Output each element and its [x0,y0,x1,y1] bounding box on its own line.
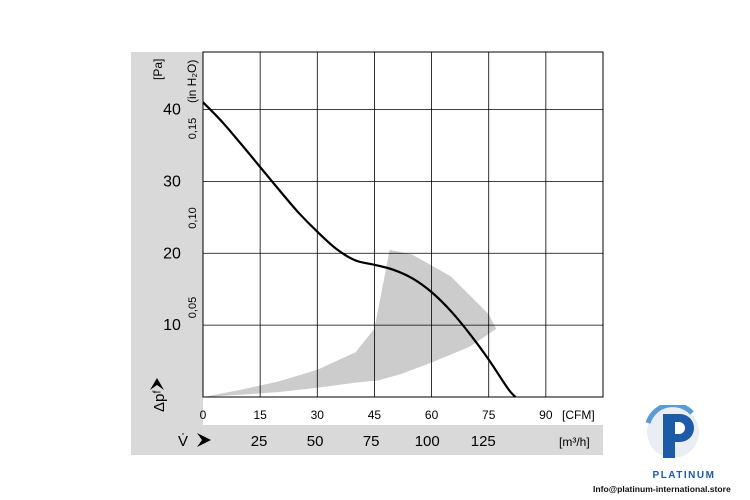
secondary-x-tick-label: 75 [363,433,380,450]
y-tick-label: 40 [163,102,181,119]
x-tick-labels: 0 15 30 45 60 75 90 [200,408,553,422]
secondary-y-tick-label: 0,10 [187,207,199,228]
x-tick-label: 60 [425,408,439,422]
y-unit-label: [Pa] [151,59,165,80]
secondary-x-unit-label: [m³/h] [559,435,590,449]
x-tick-label: 75 [482,408,496,422]
x-tick-label: 45 [368,408,382,422]
secondary-y-tick-label: 0,05 [187,297,199,318]
y-tick-label: 10 [163,317,181,334]
secondary-x-tick-labels: 25 50 75 100 125 [251,433,496,450]
secondary-x-tick-label: 50 [307,433,324,450]
x-tick-label: 0 [200,408,207,422]
secondary-x-tick-label: 100 [415,433,440,450]
contact-email: Info@platinum-international.store [593,484,731,494]
x-tick-label: 30 [311,408,325,422]
secondary-y-tick-label: 0,15 [187,118,199,139]
secondary-x-label: V̇ [178,433,188,450]
platinum-logo-icon [645,405,699,458]
y-tick-label: 20 [163,245,181,262]
y-axis-arrow-icon [150,378,164,390]
x-tick-label: 15 [253,408,267,422]
secondary-y-tick-labels: 0,05 0,10 0,15 [187,118,199,318]
secondary-x-tick-label: 125 [471,433,496,450]
fan-curve-line [202,101,517,398]
x-tick-label: 90 [539,408,553,422]
secondary-y-unit-label: (in H₂O) [185,60,199,103]
y-axis-label: Δpᶠ [151,390,168,412]
left-axis-band [131,52,203,425]
x-unit-label: [CFM] [562,408,595,422]
y-tick-label: 30 [163,173,181,190]
brand-name: PLATINUM [652,470,716,481]
fan-curve [202,101,517,398]
x-axis-arrow-icon [197,433,211,447]
secondary-x-tick-label: 25 [251,433,268,450]
plot-border [202,51,604,398]
y-tick-labels: 10 20 30 40 [163,102,181,335]
